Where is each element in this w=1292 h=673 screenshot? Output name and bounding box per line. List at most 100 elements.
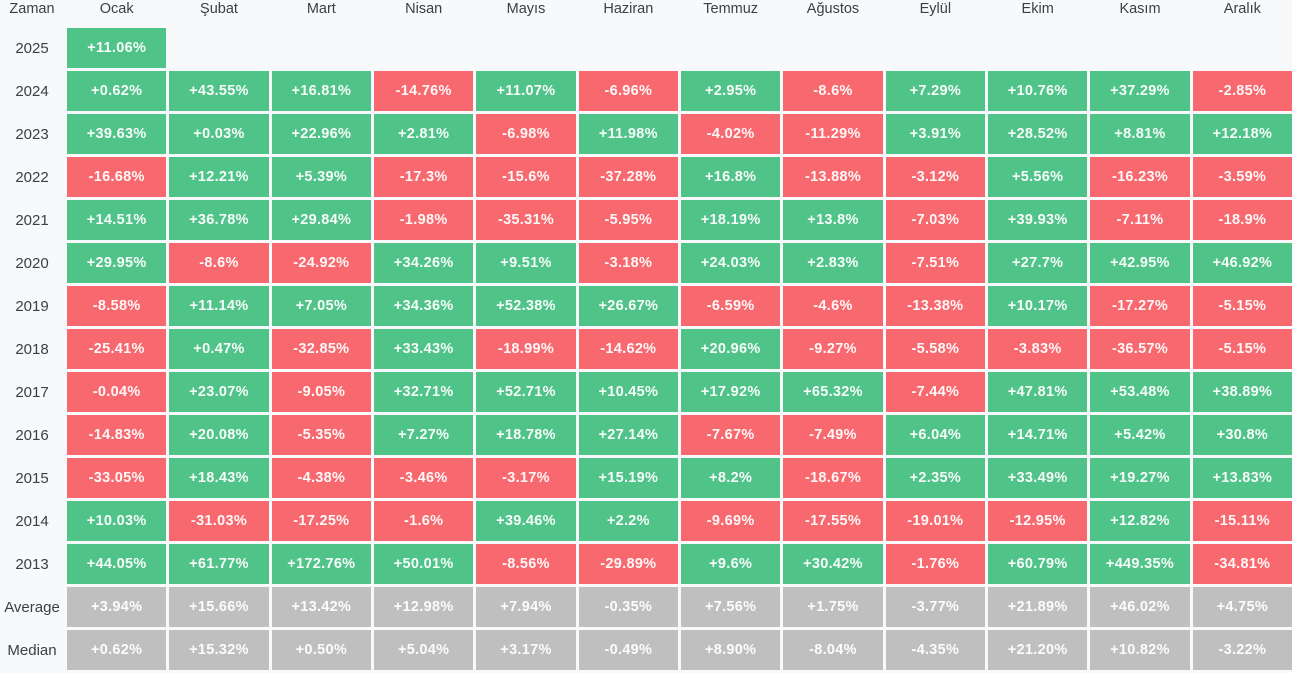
month-header: Haziran bbox=[603, 1, 654, 17]
return-cell: +37.29% bbox=[1090, 71, 1190, 111]
return-cell: +9.51% bbox=[476, 243, 576, 283]
return-cell: -7.51% bbox=[885, 243, 985, 283]
return-cell: +2.35% bbox=[885, 458, 985, 498]
year-row-label: 2020 bbox=[15, 254, 49, 272]
empty-cell bbox=[783, 28, 882, 68]
return-cell: -7.03% bbox=[885, 200, 985, 240]
empty-cell bbox=[988, 28, 1087, 68]
year-row-label: 2014 bbox=[15, 512, 49, 530]
return-cell: +12.18% bbox=[1192, 114, 1292, 154]
return-cell: +15.66% bbox=[169, 587, 269, 627]
month-header: Ekim bbox=[1021, 1, 1054, 17]
month-header: Ağustos bbox=[806, 1, 860, 17]
return-cell: +28.52% bbox=[988, 114, 1088, 154]
return-cell: +34.36% bbox=[374, 286, 474, 326]
return-cell: -6.98% bbox=[476, 114, 576, 154]
summary-row-label: Median bbox=[7, 641, 57, 659]
return-cell: +60.79% bbox=[988, 544, 1088, 584]
return-cell: +3.17% bbox=[476, 630, 576, 670]
return-cell: -1.98% bbox=[374, 200, 474, 240]
year-row-label: 2023 bbox=[15, 125, 49, 143]
return-cell: +24.03% bbox=[681, 243, 781, 283]
return-cell: -35.31% bbox=[476, 200, 576, 240]
return-cell: +7.94% bbox=[476, 587, 576, 627]
return-cell: +7.27% bbox=[374, 415, 474, 455]
return-cell: +172.76% bbox=[271, 544, 371, 584]
year-row-label: 2019 bbox=[15, 297, 49, 315]
return-cell: +449.35% bbox=[1090, 544, 1190, 584]
return-cell: -32.85% bbox=[271, 329, 371, 369]
return-cell: +26.67% bbox=[578, 286, 678, 326]
return-cell: +44.05% bbox=[67, 544, 167, 584]
return-cell: -2.85% bbox=[1192, 71, 1292, 111]
return-cell: +0.62% bbox=[67, 630, 167, 670]
return-cell: +16.81% bbox=[271, 71, 371, 111]
return-cell: +10.82% bbox=[1090, 630, 1190, 670]
time-column-header: Zaman bbox=[9, 1, 55, 17]
return-cell: +0.03% bbox=[169, 114, 269, 154]
return-cell: +52.38% bbox=[476, 286, 576, 326]
return-cell: +18.78% bbox=[476, 415, 576, 455]
return-cell: -16.68% bbox=[67, 157, 167, 197]
return-cell: +47.81% bbox=[988, 372, 1088, 412]
return-cell: +18.19% bbox=[681, 200, 781, 240]
return-cell: +7.56% bbox=[681, 587, 781, 627]
return-cell: +5.56% bbox=[988, 157, 1088, 197]
return-cell: -36.57% bbox=[1090, 329, 1190, 369]
return-cell: -3.12% bbox=[885, 157, 985, 197]
return-cell: -15.11% bbox=[1192, 501, 1292, 541]
empty-cell bbox=[1090, 28, 1189, 68]
return-cell: +13.83% bbox=[1192, 458, 1292, 498]
return-cell: -14.83% bbox=[67, 415, 167, 455]
return-cell: +5.39% bbox=[271, 157, 371, 197]
return-cell: -3.77% bbox=[885, 587, 985, 627]
return-cell: +19.27% bbox=[1090, 458, 1190, 498]
return-cell: +3.94% bbox=[67, 587, 167, 627]
return-cell: -11.29% bbox=[783, 114, 883, 154]
year-row-label: 2022 bbox=[15, 168, 49, 186]
return-cell: +12.21% bbox=[169, 157, 269, 197]
empty-cell bbox=[272, 28, 371, 68]
return-cell: +46.92% bbox=[1192, 243, 1292, 283]
return-cell: +34.26% bbox=[374, 243, 474, 283]
return-cell: +1.75% bbox=[783, 587, 883, 627]
return-cell: -5.58% bbox=[885, 329, 985, 369]
month-header: Ocak bbox=[99, 1, 134, 17]
month-header: Temmuz bbox=[703, 1, 759, 17]
return-cell: +43.55% bbox=[169, 71, 269, 111]
return-cell: +42.95% bbox=[1090, 243, 1190, 283]
year-row-label: 2016 bbox=[15, 426, 49, 444]
return-cell: +39.63% bbox=[67, 114, 167, 154]
return-cell: +6.04% bbox=[885, 415, 985, 455]
return-cell: +50.01% bbox=[374, 544, 474, 584]
return-cell: +0.47% bbox=[169, 329, 269, 369]
return-cell: -8.58% bbox=[67, 286, 167, 326]
year-row-label: 2018 bbox=[15, 340, 49, 358]
return-cell: -12.95% bbox=[988, 501, 1088, 541]
return-cell: -8.6% bbox=[169, 243, 269, 283]
return-cell: -13.88% bbox=[783, 157, 883, 197]
return-cell: -7.11% bbox=[1090, 200, 1190, 240]
return-cell: +27.7% bbox=[988, 243, 1088, 283]
return-cell: +7.05% bbox=[271, 286, 371, 326]
return-cell: +2.2% bbox=[578, 501, 678, 541]
return-cell: -31.03% bbox=[169, 501, 269, 541]
return-cell: +33.43% bbox=[374, 329, 474, 369]
return-cell: +23.07% bbox=[169, 372, 269, 412]
return-cell: -37.28% bbox=[578, 157, 678, 197]
year-row-label: 2025 bbox=[15, 39, 49, 57]
return-cell: +27.14% bbox=[578, 415, 678, 455]
empty-cell bbox=[886, 28, 985, 68]
return-cell: +46.02% bbox=[1090, 587, 1190, 627]
return-cell: -9.69% bbox=[681, 501, 781, 541]
return-cell: -17.27% bbox=[1090, 286, 1190, 326]
return-cell: -6.96% bbox=[578, 71, 678, 111]
return-cell: +21.20% bbox=[988, 630, 1088, 670]
year-row-label: 2015 bbox=[15, 469, 49, 487]
return-cell: +0.62% bbox=[67, 71, 167, 111]
empty-cell bbox=[681, 28, 780, 68]
return-cell: +52.71% bbox=[476, 372, 576, 412]
return-cell: -16.23% bbox=[1090, 157, 1190, 197]
return-cell: +10.76% bbox=[988, 71, 1088, 111]
return-cell: -15.6% bbox=[476, 157, 576, 197]
